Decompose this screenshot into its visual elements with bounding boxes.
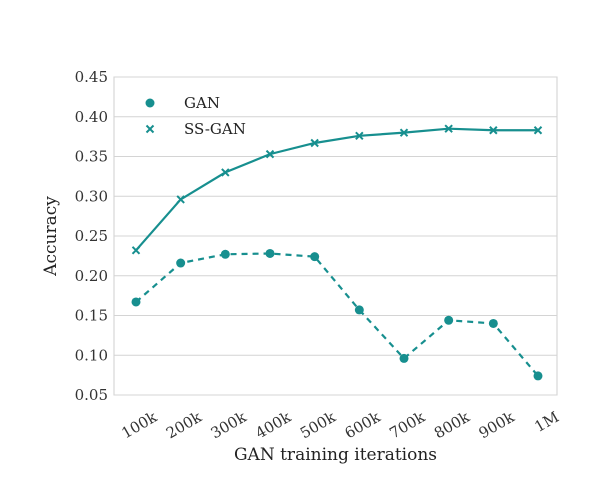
x-tick-label: 200k bbox=[163, 407, 205, 442]
gan-point bbox=[399, 353, 409, 363]
x-tick-label: 900k bbox=[476, 407, 518, 442]
ss-gan-point bbox=[221, 168, 230, 177]
ss-gan-series-line bbox=[135, 127, 538, 252]
gan-point bbox=[131, 297, 141, 307]
gan-legend-marker bbox=[145, 98, 155, 108]
gan-point bbox=[533, 371, 543, 381]
gan-point bbox=[354, 305, 364, 315]
x-tick-label: 600k bbox=[342, 407, 384, 442]
ss-gan-point bbox=[131, 246, 141, 255]
gan-point bbox=[488, 318, 498, 328]
x-tick-label: 500k bbox=[297, 407, 339, 442]
y-tick-labels: 0.05 0.10 0.15 0.20 0.25 0.30 0.35 0.40 0.45 bbox=[75, 68, 108, 404]
y-axis-title: Accuracy bbox=[41, 196, 61, 277]
x-axis-title: GAN training iterations bbox=[234, 445, 437, 465]
y-tick-label: 0.05 bbox=[75, 386, 108, 404]
ss-gan-point bbox=[176, 195, 185, 204]
x-tick-label: 1M bbox=[531, 408, 562, 436]
ss-gan-point bbox=[265, 149, 275, 159]
x-tick-labels: 100k 200k 300k 400k 500k 600k 700k 800k 900k 1M bbox=[118, 407, 562, 442]
grid-lines bbox=[114, 76, 557, 396]
gan-point bbox=[444, 315, 454, 325]
x-tick-label: 300k bbox=[208, 407, 250, 442]
gan-series-line bbox=[135, 252, 539, 377]
gan-point bbox=[220, 249, 230, 259]
y-tick-label: 0.25 bbox=[75, 227, 108, 245]
y-tick-label: 0.45 bbox=[75, 68, 108, 86]
ss-gan-point bbox=[355, 131, 364, 141]
x-tick-label: 700k bbox=[386, 407, 428, 442]
ss-gan-point bbox=[533, 126, 543, 135]
ss-gan-point bbox=[310, 138, 319, 148]
y-tick-label: 0.15 bbox=[75, 307, 108, 325]
y-tick-label: 0.20 bbox=[75, 267, 108, 285]
ss-gan-legend-label: SS-GAN bbox=[184, 120, 246, 138]
ss-gan-legend-marker bbox=[145, 124, 155, 134]
ss-gan-point bbox=[489, 126, 498, 135]
gan-point bbox=[310, 252, 320, 262]
x-tick-label: 100k bbox=[118, 407, 160, 442]
gan-point bbox=[176, 258, 186, 268]
y-tick-label: 0.35 bbox=[75, 148, 108, 166]
x-tick-label: 800k bbox=[431, 407, 473, 442]
y-tick-label: 0.10 bbox=[75, 346, 108, 364]
series-group bbox=[131, 124, 543, 381]
ss-gan-point bbox=[444, 124, 453, 133]
y-tick-label: 0.40 bbox=[75, 108, 108, 126]
ss-gan-point bbox=[399, 128, 409, 137]
x-tick-label: 400k bbox=[252, 407, 294, 442]
y-tick-label: 0.30 bbox=[75, 187, 108, 205]
gan-point bbox=[265, 248, 275, 258]
gan-legend-label: GAN bbox=[184, 94, 220, 112]
legend: GAN SS-GAN bbox=[145, 94, 246, 138]
